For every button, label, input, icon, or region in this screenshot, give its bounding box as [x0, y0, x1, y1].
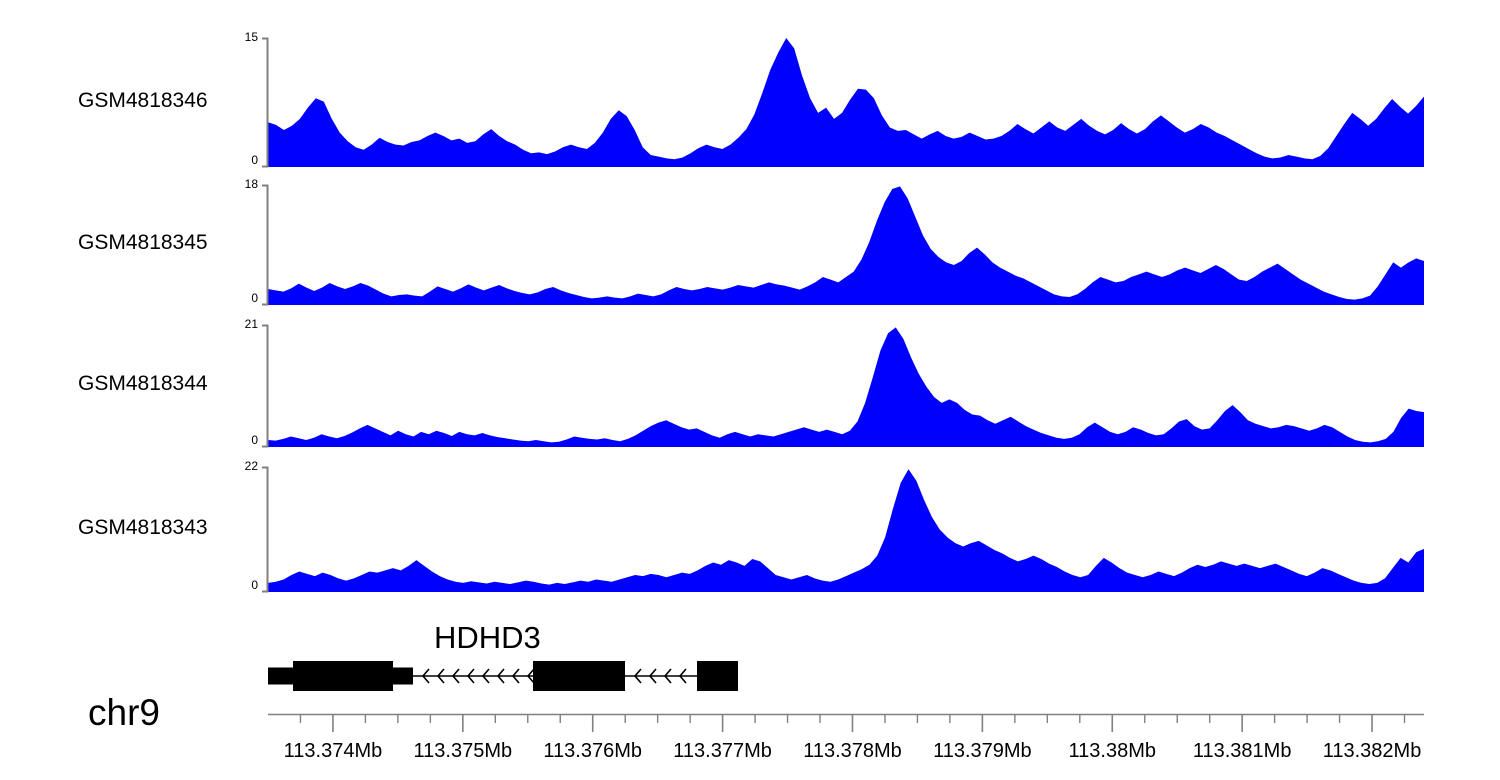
y-axis-max-label-GSM4818345: 18: [244, 177, 258, 191]
axis-bracket: [262, 324, 269, 448]
y-axis-GSM4818343: [262, 466, 269, 593]
x-axis-tick-label: 113.381Mb: [1192, 740, 1292, 762]
strand-arrow-icon: [526, 668, 535, 684]
coverage-area: [268, 186, 1424, 305]
coverage-area: [268, 38, 1424, 167]
exon-cds-block: [697, 661, 738, 691]
x-axis-tick-label: 113.374Mb: [283, 740, 383, 762]
y-axis-max-label-GSM4818344: 21: [244, 317, 258, 331]
coverage-track-GSM4818346[interactable]: [268, 38, 1426, 169]
coverage-track-GSM4818344[interactable]: [268, 325, 1426, 449]
x-axis-tick-label: 113.376Mb: [543, 740, 643, 762]
y-axis-GSM4818345: [262, 184, 269, 306]
coverage-track-GSM4818343[interactable]: [268, 467, 1426, 594]
strand-arrow-icon: [496, 668, 505, 684]
coverage-track-GSM4818345[interactable]: [268, 185, 1426, 307]
exon-cds-block: [533, 661, 625, 691]
exon-cds-block: [293, 661, 393, 691]
strand-arrow-icon: [648, 668, 657, 684]
strand-arrow-icon: [481, 668, 490, 684]
strand-arrow-icon: [451, 668, 460, 684]
x-axis-tick-label: 113.379Mb: [933, 740, 1032, 762]
strand-arrow-icon: [436, 668, 445, 684]
chromosome-label: chr9: [88, 692, 160, 733]
exon-utr-block: [268, 667, 293, 685]
x-axis-tick-label: 113.38Mb: [1068, 740, 1156, 762]
y-axis-max-label-GSM4818346: 15: [244, 30, 258, 44]
strand-arrow-icon: [678, 668, 687, 684]
strand-arrow-icon: [421, 668, 430, 684]
genome-coordinate-axis: [268, 713, 1424, 732]
axis-bracket: [262, 466, 269, 593]
y-axis-min-label-GSM4818345: 0: [251, 291, 258, 305]
gene-name-label: HDHD3: [434, 620, 541, 655]
coverage-area: [268, 327, 1424, 447]
x-axis-tick-label: 113.382Mb: [1322, 740, 1422, 762]
x-axis-tick-label: 113.375Mb: [413, 740, 513, 762]
x-axis-tick-label: 113.378Mb: [803, 740, 902, 762]
coverage-area: [268, 469, 1424, 592]
y-axis-min-label-GSM4818343: 0: [251, 578, 258, 592]
x-axis-tick-label: 113.377Mb: [673, 740, 772, 762]
y-axis-min-label-GSM4818344: 0: [251, 433, 258, 447]
exon-utr-block: [393, 667, 413, 685]
y-axis-GSM4818344: [262, 324, 269, 448]
y-axis-GSM4818346: [262, 37, 269, 168]
strand-arrow-icon: [511, 668, 520, 684]
axis-bracket: [262, 184, 269, 306]
track-label-GSM4818345: GSM4818345: [78, 231, 208, 254]
track-label-GSM4818344: GSM4818344: [78, 372, 208, 395]
strand-arrow-icon: [663, 668, 672, 684]
axis-bracket: [262, 37, 269, 168]
strand-arrow-icon: [633, 668, 642, 684]
strand-arrow-icon: [466, 668, 475, 684]
track-label-GSM4818343: GSM4818343: [78, 515, 208, 539]
y-axis-min-label-GSM4818346: 0: [251, 153, 258, 167]
y-axis-max-label-GSM4818343: 22: [244, 459, 258, 473]
gene-model-track[interactable]: [0, 655, 1500, 697]
track-label-GSM4818346: GSM4818346: [78, 88, 208, 112]
